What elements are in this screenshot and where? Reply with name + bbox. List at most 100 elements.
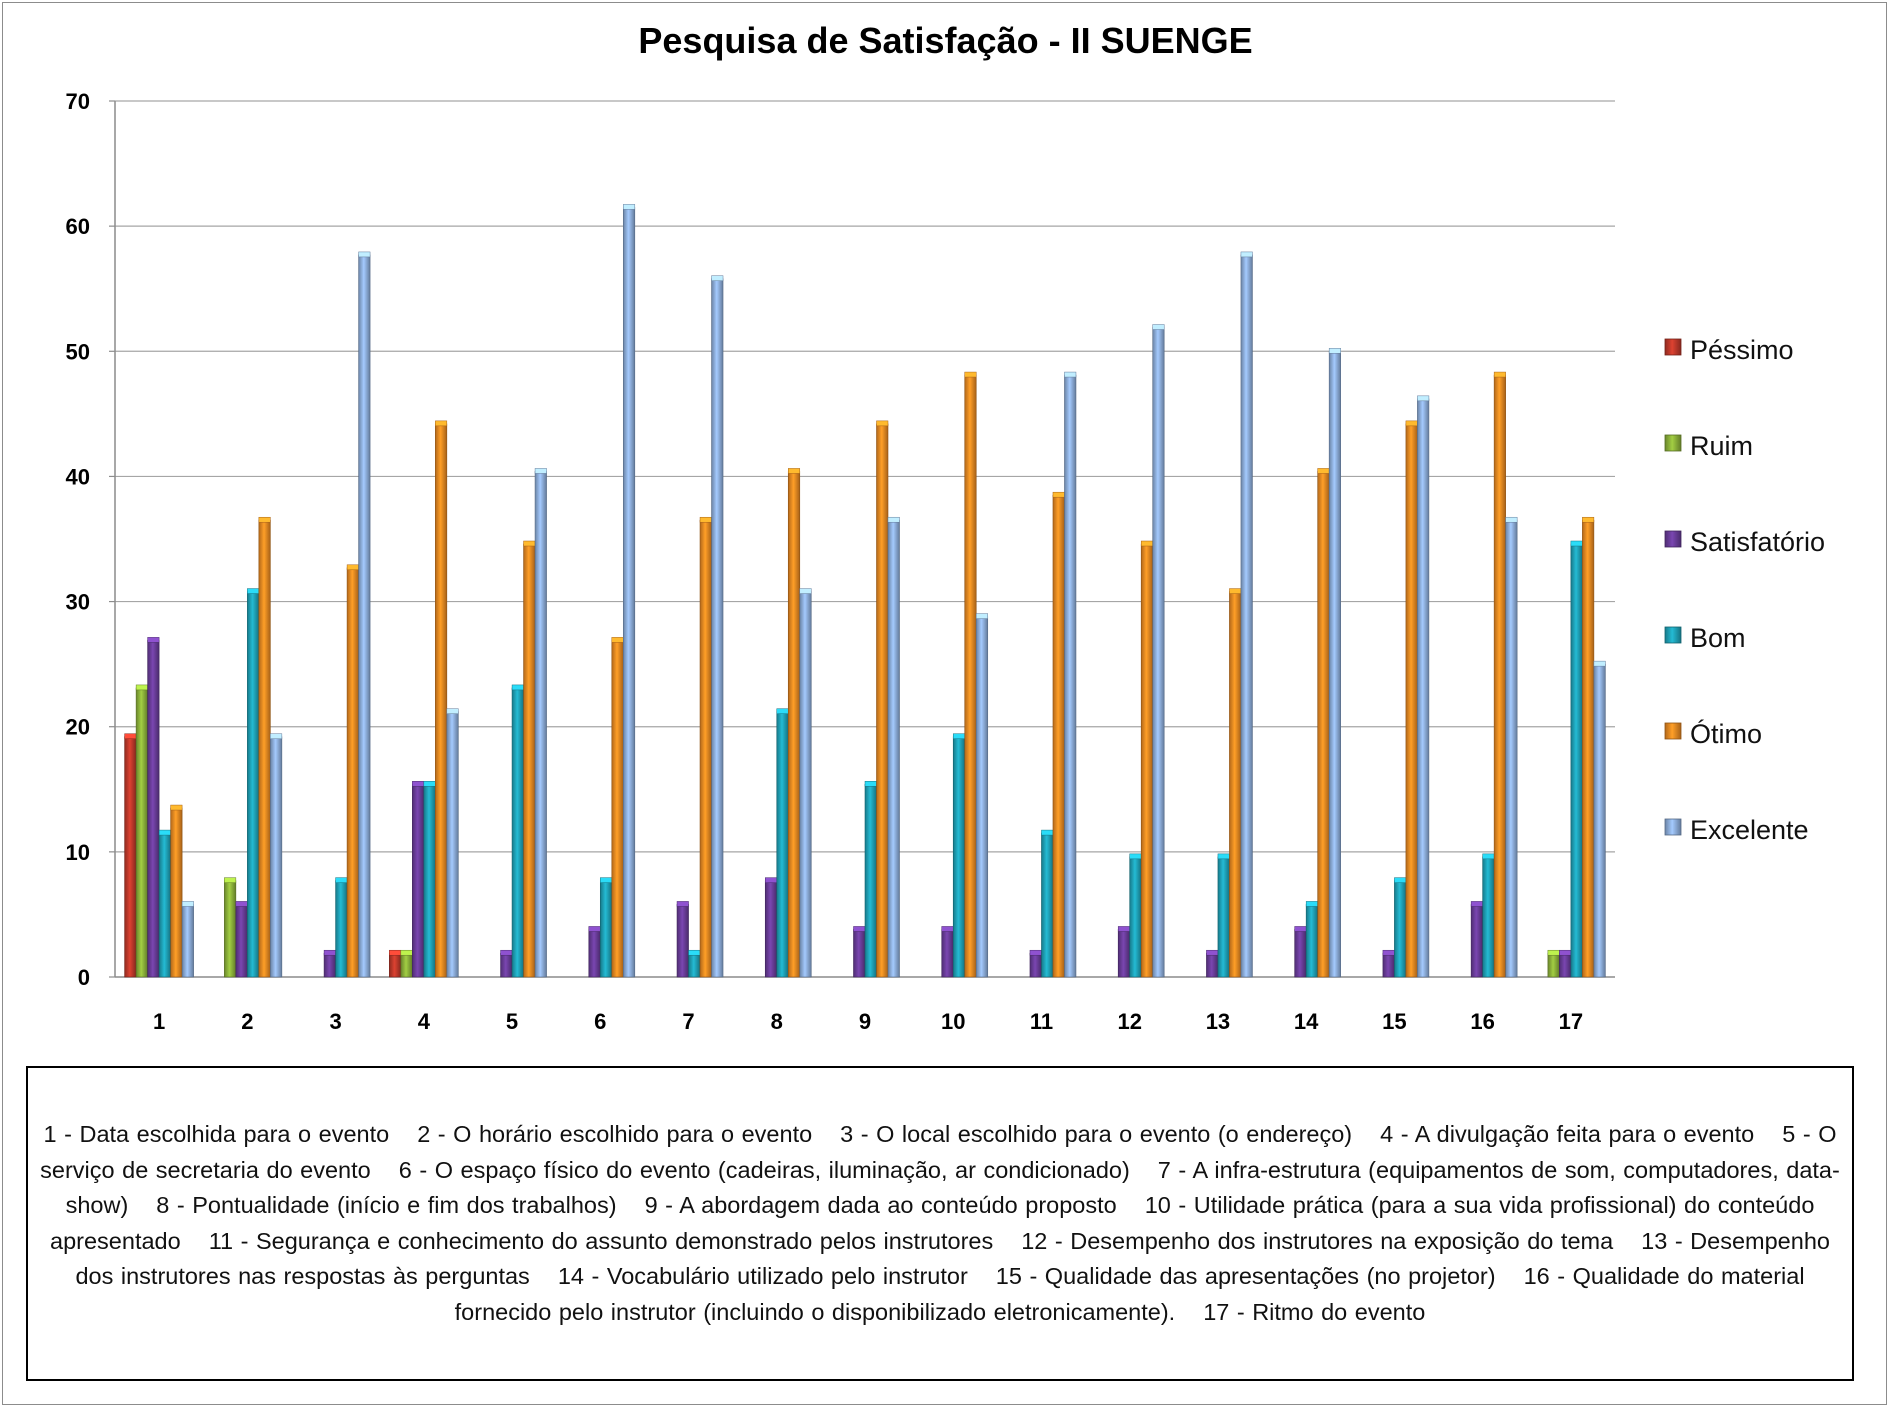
- bar-bom-9: [864, 783, 877, 978]
- bar-cap: [1217, 853, 1230, 860]
- bar-cap: [964, 371, 977, 378]
- bar-cap: [170, 804, 183, 811]
- bar-cap: [864, 781, 877, 787]
- bar-cap: [1117, 926, 1130, 932]
- x-tick-label: 6: [594, 1009, 606, 1034]
- bar-satisfat-rio-1: [147, 640, 160, 978]
- bar--timo-10: [964, 374, 977, 978]
- bar-cap: [1482, 853, 1495, 860]
- bar--timo-15: [1405, 423, 1418, 978]
- bar-cap: [941, 926, 954, 932]
- bar--timo-9: [876, 423, 889, 978]
- bar-satisfat-rio-2: [235, 904, 248, 978]
- x-tick-label: 1: [153, 1009, 165, 1034]
- bar-satisfat-rio-3: [323, 952, 336, 978]
- bar--timo-11: [1052, 494, 1065, 978]
- bar-cap: [1582, 516, 1595, 523]
- bar-bom-1: [158, 832, 171, 978]
- bar--timo-12: [1140, 543, 1154, 978]
- bar-bom-16: [1482, 856, 1495, 978]
- x-tick-label: 4: [418, 1009, 431, 1034]
- bar-cap: [1405, 420, 1418, 427]
- bar-cap: [258, 516, 271, 523]
- bar-cap: [1129, 853, 1142, 860]
- caption-item: 16 - Qualidade do material fornecido pel…: [454, 1263, 1805, 1325]
- bar-cap: [876, 420, 889, 427]
- bar-satisfat-rio-4: [412, 783, 425, 978]
- bar-cap: [623, 204, 636, 210]
- bar-satisfat-rio-8: [764, 880, 778, 978]
- bar-bom-7: [688, 952, 701, 978]
- bar-cap: [158, 829, 171, 836]
- bar-excelente-5: [534, 471, 547, 978]
- bar-cap: [1140, 540, 1153, 547]
- bar-excelente-3: [358, 254, 371, 978]
- y-tick-label: 70: [66, 89, 90, 114]
- bar-cap: [247, 588, 260, 594]
- bar-bom-5: [511, 687, 524, 978]
- bar--timo-8: [787, 471, 801, 978]
- bar-cap: [1417, 395, 1430, 402]
- bar-excelente-15: [1417, 398, 1430, 978]
- bar-cap: [699, 516, 712, 523]
- bar-cap: [1152, 324, 1165, 330]
- bar-cap: [1328, 348, 1341, 354]
- bar-cap: [1382, 949, 1395, 956]
- bar-cap: [1470, 901, 1483, 907]
- legend-label: Ruim: [1690, 431, 1753, 461]
- bar-satisfat-rio-7: [676, 904, 689, 978]
- bar-cap: [600, 877, 613, 883]
- bar-excelente-1: [181, 904, 194, 978]
- bar-satisfat-rio-15: [1382, 952, 1395, 978]
- legend-swatch: [1664, 818, 1682, 836]
- x-tick-label: 11: [1030, 1009, 1053, 1034]
- bar-satisfat-rio-17: [1559, 952, 1572, 978]
- bar-cap: [1041, 829, 1054, 836]
- bar-cap: [1206, 949, 1219, 956]
- x-tick-label: 9: [859, 1009, 871, 1034]
- bar-cap: [323, 949, 336, 956]
- bar-cap: [235, 901, 248, 907]
- bar-p-ssimo-1: [124, 736, 137, 978]
- y-tick-label: 40: [66, 464, 90, 489]
- x-tick-label: 17: [1559, 1009, 1583, 1034]
- bar-bom-8: [776, 711, 789, 978]
- bar-ruim-17: [1547, 952, 1560, 978]
- bar-bom-15: [1394, 880, 1407, 978]
- bar-cap: [1240, 251, 1253, 258]
- bar-cap: [1505, 516, 1518, 523]
- bar-cap: [676, 901, 689, 907]
- x-tick-label: 2: [241, 1009, 253, 1034]
- bar--timo-2: [258, 519, 271, 978]
- bar-bom-17: [1570, 543, 1583, 978]
- x-tick-label: 10: [941, 1009, 965, 1034]
- x-tick-label: 5: [506, 1009, 518, 1034]
- bar-cap: [1029, 949, 1042, 956]
- y-tick-label: 30: [66, 590, 90, 615]
- caption-item: 6 - O espaço físico do evento (cadeiras,…: [398, 1156, 1130, 1183]
- bar--timo-1: [170, 807, 183, 978]
- bar-bom-6: [599, 880, 613, 978]
- x-tick-label: 15: [1382, 1009, 1406, 1034]
- bar-cap: [1052, 491, 1065, 498]
- chart-title: Pesquisa de Satisfação - II SUENGE: [638, 20, 1253, 61]
- bar-excelente-8: [799, 591, 812, 978]
- x-tick-label: 16: [1470, 1009, 1494, 1034]
- caption-item: 5 - O serviço de secretaria do evento: [40, 1121, 1837, 1183]
- bar-cap: [412, 781, 425, 787]
- y-tick-label: 50: [66, 339, 90, 364]
- x-tick-label: 13: [1206, 1009, 1230, 1034]
- bar-excelente-6: [622, 207, 636, 978]
- legend: Péssimo Ruim Satisfatório Bom Ótimo Excelente: [1664, 335, 1825, 845]
- bar-satisfat-rio-10: [941, 929, 954, 978]
- bar-bom-3: [335, 880, 348, 978]
- axes: [109, 100, 1615, 978]
- bar-cap: [799, 588, 812, 594]
- y-tick-label: 0: [78, 965, 90, 990]
- bar-cap: [511, 684, 524, 691]
- bar-cap: [124, 733, 137, 739]
- bar-cap: [952, 733, 965, 739]
- legend-label: Excelente: [1690, 815, 1809, 845]
